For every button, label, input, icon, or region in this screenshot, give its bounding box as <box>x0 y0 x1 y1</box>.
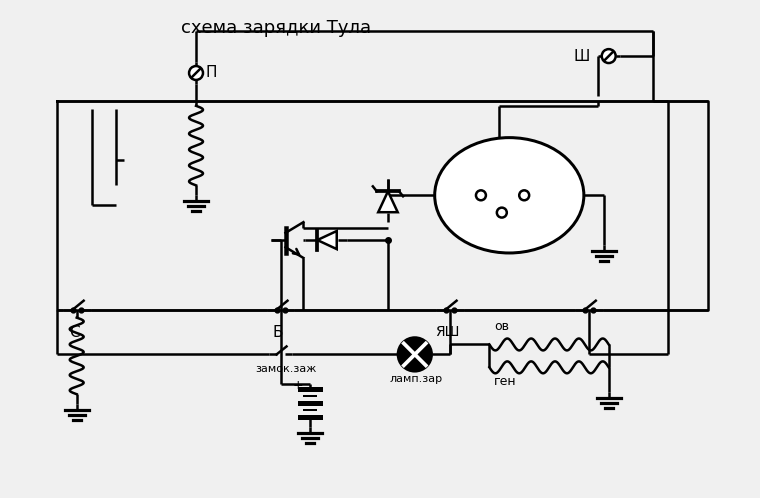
Polygon shape <box>318 231 337 249</box>
Text: замок.заж: замок.заж <box>255 365 317 374</box>
Text: ламп.зар: ламп.зар <box>390 374 443 384</box>
Circle shape <box>497 208 507 218</box>
Text: ЯШ: ЯШ <box>435 325 459 339</box>
Circle shape <box>602 49 616 63</box>
Text: С: С <box>68 325 79 340</box>
Text: П: П <box>206 66 217 81</box>
Text: Ш: Ш <box>574 49 591 64</box>
Ellipse shape <box>435 137 584 253</box>
Circle shape <box>398 338 432 372</box>
Text: схема зарядки Тула: схема зарядки Тула <box>181 19 371 37</box>
Text: ов: ов <box>494 320 509 333</box>
Text: Б: Б <box>273 325 283 340</box>
Circle shape <box>189 66 203 80</box>
Text: ген: ген <box>494 375 517 388</box>
Polygon shape <box>378 191 397 212</box>
Circle shape <box>476 190 486 200</box>
Circle shape <box>519 190 529 200</box>
Text: +: + <box>293 379 303 392</box>
